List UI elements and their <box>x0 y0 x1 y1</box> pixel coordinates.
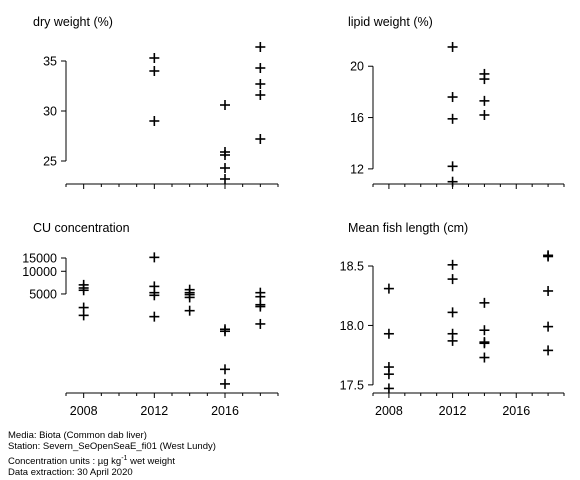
mean-fish-length-x-tick-label: 2016 <box>502 404 530 418</box>
footer-units-mu: µg kg <box>97 455 122 467</box>
dry-weight-point <box>220 163 230 173</box>
mean-fish-length-point <box>479 325 490 336</box>
mean-fish-length-y-tick-label: 17.5 <box>340 378 364 392</box>
mean-fish-length-title: Mean fish length (cm) <box>348 221 468 235</box>
dry-weight-point <box>220 100 230 110</box>
cu-concentration-point <box>184 292 195 303</box>
cu-concentration-point <box>149 290 160 301</box>
cu-concentration-point <box>149 252 160 263</box>
mean-fish-length-point <box>383 328 394 339</box>
dry-weight-panel: dry weight (%) 25 30 35 <box>33 15 279 189</box>
mean-fish-length-point <box>479 297 490 308</box>
cu-concentration-x-tick-label: 2008 <box>70 404 98 418</box>
lipid-weight-point <box>479 95 490 106</box>
footer-media: Media: Biota (Common dab liver) <box>8 430 147 441</box>
figure-footer: Media: Biota (Common dab liver) Station:… <box>8 430 216 479</box>
cu-concentration-point <box>220 326 230 337</box>
dry-weight-point <box>149 66 160 76</box>
cu-concentration-x-tick-label: 2016 <box>211 404 239 418</box>
cu-concentration-point <box>184 305 195 316</box>
mean-fish-length-y-tick-label: 18.0 <box>340 319 364 333</box>
dry-weight-point <box>255 90 266 100</box>
mean-fish-length-point <box>543 345 554 356</box>
lipid-weight-panel: lipid weight (%) 12 16 20 <box>348 15 565 189</box>
lipid-weight-point <box>447 92 458 103</box>
cu-concentration-point <box>220 378 230 389</box>
dry-weight-y-tick-label: 25 <box>43 155 57 169</box>
cu-concentration-y-tick-label: 10000 <box>22 265 57 279</box>
cu-concentration-point <box>149 311 160 322</box>
dry-weight-y-tick-label: 35 <box>43 55 57 69</box>
mean-fish-length-point <box>447 335 458 346</box>
lipid-weight-point <box>479 109 490 120</box>
lipid-weight-point <box>447 176 458 187</box>
lipid-weight-title: lipid weight (%) <box>348 15 433 29</box>
dry-weight-point <box>149 53 160 63</box>
cu-concentration-point <box>78 310 89 321</box>
footer-units-suffix: wet weight <box>127 455 175 467</box>
cu-concentration-point <box>78 285 89 296</box>
footer-units: Concentration units : µg kg-1 wet weight <box>8 453 216 468</box>
footer-units-prefix: Concentration units : <box>8 455 98 467</box>
mean-fish-length-point <box>447 274 458 285</box>
mean-fish-length-point <box>479 352 490 363</box>
mean-fish-length-x-tick-label: 2012 <box>439 404 467 418</box>
dry-weight-point <box>255 79 266 89</box>
mean-fish-length-panel: Mean fish length (cm) 17.5 18.0 18.5 2008 201… <box>340 221 565 418</box>
dry-weight-point <box>255 134 266 144</box>
lipid-weight-y-tick-label: 16 <box>350 111 364 125</box>
cu-concentration-point <box>255 318 266 329</box>
mean-fish-length-point <box>383 283 394 294</box>
dry-weight-point <box>220 174 230 184</box>
cu-concentration-title: CU concentration <box>33 221 130 235</box>
mean-fish-length-x-tick-label: 2008 <box>375 404 403 418</box>
cu-concentration-x-tick-label: 2012 <box>140 404 168 418</box>
dry-weight-point <box>220 150 230 160</box>
dry-weight-title: dry weight (%) <box>33 15 113 29</box>
dry-weight-point <box>149 116 160 126</box>
mean-fish-length-point <box>479 338 490 349</box>
dry-weight-point <box>255 42 266 52</box>
dry-weight-y-tick-label: 30 <box>43 105 57 119</box>
mean-fish-length-point <box>383 369 394 380</box>
cu-concentration-y-tick-label: 5000 <box>29 287 57 301</box>
mean-fish-length-point <box>543 285 554 296</box>
mean-fish-length-point <box>447 259 458 270</box>
lipid-weight-y-tick-label: 20 <box>350 60 364 74</box>
cu-concentration-point <box>255 301 266 312</box>
mean-fish-length-point <box>383 383 394 394</box>
footer-extraction: Data extraction: 30 April 2020 <box>8 467 133 479</box>
mean-fish-length-point <box>543 251 554 262</box>
dry-weight-point <box>255 63 266 73</box>
lipid-weight-point <box>479 74 490 85</box>
cu-concentration-point <box>220 364 230 375</box>
footer-units-sup: -1 <box>121 454 128 462</box>
lipid-weight-y-tick-label: 12 <box>350 162 364 176</box>
cu-concentration-y-tick-label: 15000 <box>22 252 57 266</box>
lipid-weight-point <box>447 41 458 52</box>
mean-fish-length-point <box>543 321 554 332</box>
lipid-weight-point <box>447 113 458 124</box>
footer-station: Station: Severn_SeOpenSeaE_fi01 (West Lu… <box>8 441 216 453</box>
lipid-weight-point <box>447 161 458 172</box>
mean-fish-length-point <box>447 307 458 318</box>
mean-fish-length-y-tick-label: 18.5 <box>340 260 364 274</box>
